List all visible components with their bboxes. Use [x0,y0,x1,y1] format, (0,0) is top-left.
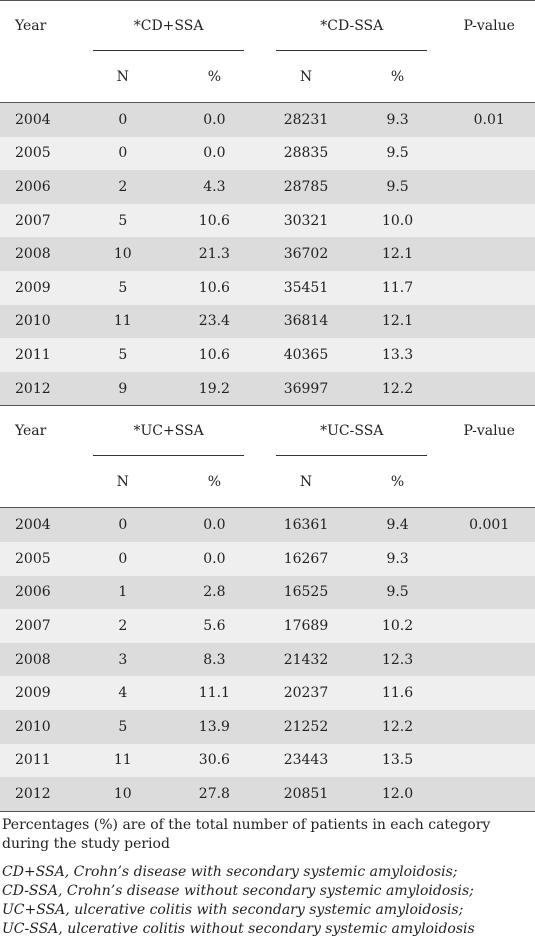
subheader-n: N [299,68,313,85]
header-cd-plus-ssa: *CD+SSA [77,0,261,51]
header-cd-plus-ssa-label: *CD+SSA [133,18,204,34]
pvalue-cell: 0.001 [443,507,535,542]
table-header-row: Year *CD+SSA *CD-SSA P-value [0,0,535,51]
abbreviation-note: UC+SSA, ulcerative colitis with secondar… [2,901,464,918]
table-row: 2007 2 5.6 17689 10.2 [0,609,535,643]
subheader-n: N [116,68,129,85]
table-row: 2009 5 10.6 35451 11.7 [0,270,535,305]
table-header-row: Year *UC+SSA *UC-SSA P-value [0,406,535,457]
table-row: 2005 0 0.0 28835 9.5 [0,136,535,171]
table-row: 2011 11 30.6 23443 13.5 [0,743,535,778]
header-cd-minus-ssa-label: *CD-SSA [320,18,384,34]
header-uc-plus-ssa: *UC+SSA [77,406,260,457]
table-row: 2010 5 13.9 21252 12.2 [0,709,535,744]
table-row: 2006 1 2.8 16525 9.5 [0,575,535,610]
table-row: 2004 0 0.0 16361 9.4 0.001 [0,507,535,542]
header-pvalue: P-value [443,0,535,51]
header-pvalue: P-value [463,423,515,440]
table-row: 2007 5 10.6 30321 10.0 [0,203,535,238]
table-row: 2010 11 23.4 36814 12.1 [0,304,535,339]
header-cd-minus-ssa: *CD-SSA [260,0,444,51]
table-row: 2004 0 0.0 28231 9.3 0.01 [0,102,535,137]
subheader-percent: % [207,68,222,85]
table-row: 2008 3 8.3 21432 12.3 [0,642,535,677]
header-uc-minus-ssa: *UC-SSA [260,406,443,457]
subheader-percent: % [390,68,405,85]
header-uc-plus-ssa-label: *UC+SSA [133,423,204,440]
pvalue-cell: 0.01 [443,102,535,137]
subheader-n: N [116,473,129,490]
table-footnotes: Percentages (%) are of the total number … [0,812,535,939]
table-uc: Year *UC+SSA *UC-SSA P-value N % N % 200… [0,406,535,812]
table-row: 2012 10 27.8 20851 12.0 [0,777,535,812]
table-row: 2011 5 10.6 40365 13.3 [0,338,535,372]
abbreviation-note: UC-SSA, ulcerative colitis without secon… [2,920,475,937]
table-row: 2005 0 0.0 16267 9.3 [0,541,535,576]
table-row: 2006 2 4.3 28785 9.5 [0,170,535,204]
table-row: 2012 9 19.2 36997 12.2 [0,371,535,406]
header-year: Year [0,0,77,51]
percentages-note: Percentages (%) are of the total number … [2,816,491,852]
table-row: 2009 4 11.1 20237 11.6 [0,676,535,710]
subheader-n: N [299,473,313,490]
subheader-percent: % [207,473,222,490]
table-subheader-row: N % N % [0,51,535,103]
subheader-percent: % [390,473,405,490]
table-row: 2008 10 21.3 36702 12.1 [0,237,535,271]
abbreviation-note: CD+SSA, Crohn’s disease with secondary s… [2,863,458,880]
header-uc-minus-ssa-label: *UC-SSA [320,423,384,440]
table-subheader-row: N % N % [0,456,535,508]
table-cd: Year *CD+SSA *CD-SSA P-value N % N % 200… [0,0,535,406]
header-year: Year [15,423,47,440]
abbreviation-note: CD-SSA, Crohn’s disease without secondar… [2,882,474,899]
